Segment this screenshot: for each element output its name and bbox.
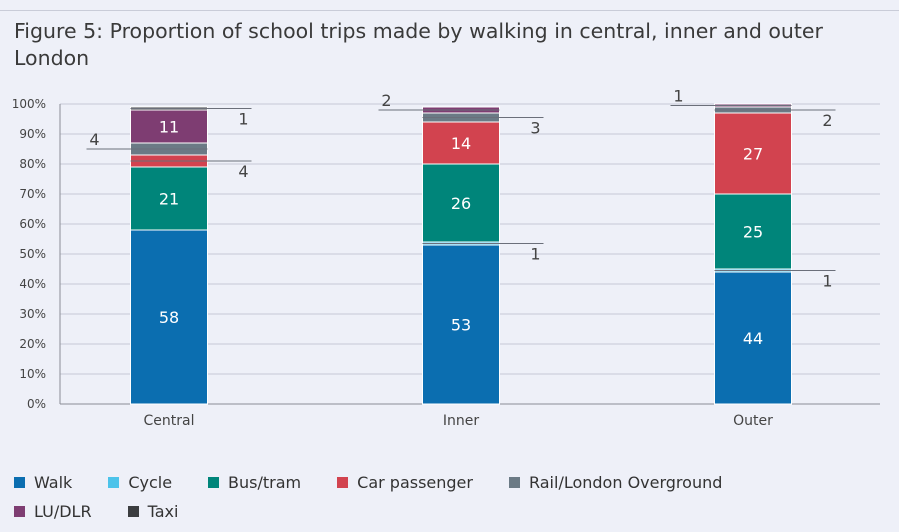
bar-segment bbox=[422, 121, 500, 165]
callout-label: 4 bbox=[238, 162, 248, 181]
header-rule bbox=[0, 10, 899, 11]
data-label: 21 bbox=[159, 190, 179, 209]
legend-label: Rail/London Overground bbox=[528, 473, 723, 492]
legend-item: Bus/tram bbox=[208, 473, 301, 492]
y-tick-label: 30% bbox=[19, 307, 46, 321]
legend-swatch bbox=[127, 506, 139, 517]
y-tick-label: 40% bbox=[19, 277, 46, 291]
bar-segment bbox=[714, 271, 792, 405]
legend-item: LU/DLR bbox=[14, 502, 92, 521]
y-tick-label: 90% bbox=[19, 127, 46, 141]
x-tick-label: Inner bbox=[443, 413, 479, 429]
legend-item: Car passenger bbox=[337, 473, 473, 492]
y-tick-label: 80% bbox=[19, 157, 46, 171]
data-label: 53 bbox=[451, 316, 471, 335]
y-tick-label: 10% bbox=[19, 367, 46, 381]
y-tick-label: 0% bbox=[27, 397, 46, 411]
data-label: 14 bbox=[451, 134, 471, 153]
callout-label: 1 bbox=[673, 87, 683, 106]
y-tick-label: 20% bbox=[19, 337, 46, 351]
callout-label: 2 bbox=[822, 111, 832, 130]
data-label: 58 bbox=[159, 308, 179, 327]
x-tick-label: Central bbox=[144, 413, 195, 429]
bar-segment bbox=[422, 244, 500, 405]
callout-label: 1 bbox=[238, 110, 248, 129]
data-label: 25 bbox=[743, 223, 763, 242]
bar-segment bbox=[130, 166, 208, 231]
legend-label: Walk bbox=[34, 473, 73, 492]
callout-label: 2 bbox=[381, 91, 391, 110]
legend-item: Rail/London Overground bbox=[508, 473, 723, 492]
legend-swatch bbox=[108, 477, 120, 488]
callout-label: 3 bbox=[530, 119, 540, 138]
legend-item: Walk bbox=[14, 473, 72, 492]
y-tick-label: 50% bbox=[19, 247, 46, 261]
legend-swatch bbox=[14, 477, 25, 488]
y-tick-label: 60% bbox=[19, 217, 46, 231]
y-tick-label: 70% bbox=[19, 187, 46, 201]
legend-row: Walk Cycle Bus/tram Car passenger Rail/Londo… bbox=[14, 468, 884, 497]
legend-label: Taxi bbox=[147, 502, 179, 521]
bar-segment bbox=[422, 163, 500, 243]
legend-swatch bbox=[208, 477, 220, 488]
legend-label: Bus/tram bbox=[228, 473, 302, 492]
legend-label: LU/DLR bbox=[34, 502, 92, 521]
callout-label: 1 bbox=[822, 272, 832, 291]
legend-item: Taxi bbox=[127, 502, 179, 521]
y-tick-label: 100% bbox=[12, 97, 46, 111]
legend-item: Cycle bbox=[108, 473, 172, 492]
legend-swatch bbox=[508, 477, 520, 488]
bar-segment bbox=[714, 193, 792, 270]
callout-label: 1 bbox=[530, 245, 540, 264]
legend-label: Car passenger bbox=[357, 473, 473, 492]
chart-legend: Walk Cycle Bus/tram Car passenger Rail/Londo… bbox=[14, 468, 884, 526]
legend-row: LU/DLR Taxi bbox=[14, 497, 884, 526]
legend-swatch bbox=[14, 506, 25, 517]
chart-title: Figure 5: Proportion of school trips mad… bbox=[14, 19, 823, 70]
x-tick-label: Outer bbox=[733, 413, 773, 429]
data-label: 26 bbox=[451, 194, 471, 213]
data-label: 27 bbox=[743, 145, 763, 164]
legend-swatch bbox=[337, 477, 349, 488]
data-label: 44 bbox=[743, 329, 763, 348]
data-label: 11 bbox=[159, 118, 179, 137]
callout-label: 4 bbox=[89, 130, 99, 149]
legend-label: Cycle bbox=[128, 473, 173, 492]
bar-segment bbox=[130, 109, 208, 144]
bar-segment bbox=[130, 229, 208, 405]
